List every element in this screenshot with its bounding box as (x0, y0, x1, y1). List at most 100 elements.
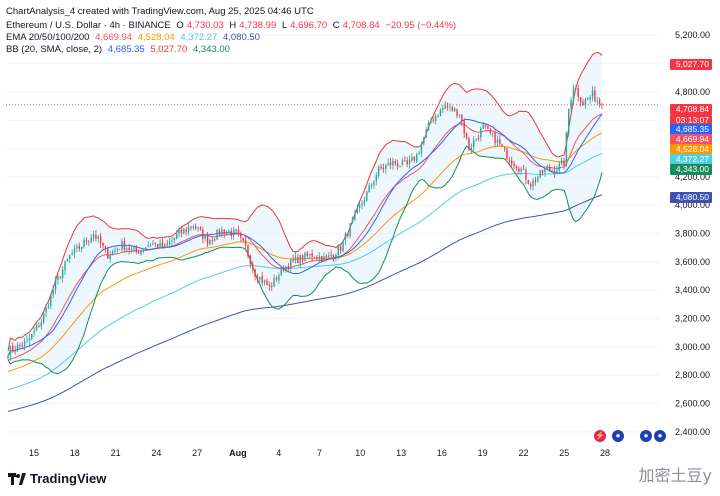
us-flag-event-icon[interactable]: ● (654, 430, 666, 442)
candle-body (12, 346, 14, 351)
candle-body (482, 124, 484, 129)
bb-basis-line (7, 113, 603, 356)
candle-body (109, 255, 111, 259)
candle-body (102, 243, 104, 246)
candle-body (228, 231, 230, 233)
us-flag-event-icon[interactable]: ● (640, 430, 652, 442)
candle-body (183, 228, 185, 234)
candle-body (354, 212, 356, 220)
candle-body (537, 177, 539, 182)
candle-body (342, 240, 344, 252)
candle-body (64, 261, 66, 271)
candle-body (28, 338, 31, 341)
candle-body (247, 245, 249, 256)
candle-body (415, 154, 418, 162)
candle-body (54, 279, 57, 290)
candle-body (316, 257, 318, 259)
y-tick-label: 3,600.00 (675, 257, 710, 267)
candle-body (470, 147, 473, 151)
bb-band-fill (8, 52, 602, 374)
candle-body (71, 253, 73, 255)
candle-body (114, 249, 116, 252)
candle-body (19, 345, 21, 347)
candle-body (408, 159, 411, 164)
x-tick-label: 22 (518, 448, 528, 458)
candle-body (358, 205, 361, 208)
candle-body (437, 115, 439, 117)
candle-body (47, 306, 50, 308)
candle-body (130, 248, 133, 250)
candle-body (325, 256, 328, 258)
candle-body (541, 170, 544, 173)
lightning-event-icon[interactable]: ⚡ (594, 430, 606, 442)
candle-body (508, 160, 511, 162)
x-tick-label: 16 (437, 448, 447, 458)
x-tick-label: Aug (229, 448, 247, 458)
candle-body (525, 170, 527, 180)
x-tick-label: 24 (151, 448, 161, 458)
candle-body (496, 139, 499, 143)
candle-body (594, 90, 596, 101)
countdown-tag: 03:13:07 (670, 115, 712, 126)
candle-body (218, 230, 221, 235)
y-tick-label: 5,200.00 (675, 30, 710, 40)
candle-body (180, 229, 183, 234)
candle-body (178, 229, 180, 234)
candle-body (423, 137, 425, 144)
candle-body (458, 114, 461, 116)
candle-body (187, 227, 190, 232)
candle-body (434, 115, 437, 122)
candle-body (356, 208, 358, 214)
candle-body (532, 180, 534, 187)
candle-body (244, 240, 247, 246)
candle-body (449, 106, 451, 108)
candle-body (527, 179, 530, 184)
candle-body (565, 132, 568, 166)
candle-body (503, 147, 506, 149)
candle-body (175, 234, 178, 239)
bb-lower-tag: 4,343.00 (670, 164, 712, 175)
candle-body (194, 226, 197, 229)
bb-legend[interactable]: BB (20, SMA, close, 2) 4,685.35 5,027.70… (6, 44, 230, 55)
candle-body (197, 227, 199, 229)
candle-body (45, 306, 47, 313)
ema100-line (7, 152, 603, 391)
tradingview-logo[interactable]: TradingView (8, 471, 106, 486)
candle-body (142, 249, 145, 251)
candle-body (290, 259, 292, 269)
candle-body (427, 122, 430, 131)
candle-body (280, 267, 282, 275)
candle-body (463, 121, 465, 134)
candle-body (161, 242, 164, 248)
candle-body (83, 240, 85, 248)
x-tick-label: 19 (478, 448, 488, 458)
candle-body (413, 156, 416, 161)
candle-body (85, 240, 88, 243)
candle-body (221, 229, 223, 236)
candle-body (351, 218, 354, 223)
candle-body (406, 160, 408, 165)
candle-body (225, 232, 228, 235)
candle-body (582, 101, 584, 106)
us-flag-event-icon[interactable]: ● (612, 430, 624, 442)
last-price-tag: 4,708.84 (670, 104, 712, 115)
candle-body (320, 255, 323, 262)
candle-body (511, 160, 513, 164)
candle-body (337, 246, 339, 255)
candle-body (494, 132, 496, 144)
candle-body (598, 100, 601, 104)
candle-body (299, 254, 301, 264)
candle-body (501, 144, 503, 147)
candle-body (387, 163, 389, 165)
ema-legend[interactable]: EMA 20/50/100/200 4,669.94 4,528.04 4,37… (6, 32, 260, 43)
candle-body (551, 170, 553, 172)
ema200-line (7, 194, 603, 412)
candle-body (335, 254, 337, 258)
candle-body (271, 286, 273, 288)
candle-body (199, 227, 202, 230)
candle-body (140, 249, 142, 254)
candle-body (323, 256, 325, 262)
candle-body (461, 114, 463, 122)
candle-body (418, 152, 420, 155)
